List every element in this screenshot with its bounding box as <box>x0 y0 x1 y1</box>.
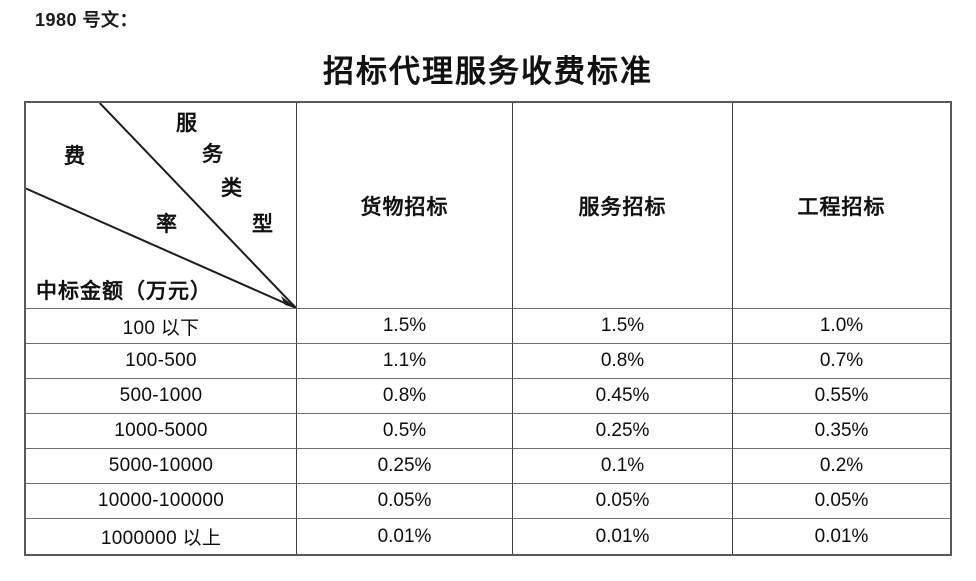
column-header-engineering: 工程招标 <box>733 103 950 309</box>
rate-cell: 0.01% <box>297 519 513 554</box>
rate-cell: 0.7% <box>733 344 950 379</box>
rate-cell: 0.01% <box>513 519 733 554</box>
column-header-services: 服务招标 <box>513 103 733 309</box>
column-header-goods: 货物招标 <box>297 103 513 309</box>
rate-cell: 0.05% <box>733 484 950 519</box>
corner-label-fee-rate-char: 费 <box>64 143 85 168</box>
rate-cell: 0.2% <box>733 449 950 484</box>
row-label-cell: 5000-10000 <box>26 449 297 484</box>
row-label-cell: 100 以下 <box>26 309 297 344</box>
rate-cell: 0.8% <box>513 344 733 379</box>
corner-label-fee-rate-char: 率 <box>156 211 177 236</box>
rate-cell: 1.5% <box>297 309 513 344</box>
rate-cell: 0.05% <box>297 484 513 519</box>
row-label-cell: 1000-5000 <box>26 414 297 449</box>
diagonal-lines-icon <box>26 103 296 308</box>
rate-cell: 0.25% <box>297 449 513 484</box>
row-label-cell: 100-500 <box>26 344 297 379</box>
rate-cell: 0.8% <box>297 379 513 414</box>
rate-cell: 0.55% <box>733 379 950 414</box>
doc-number: 1980 号文： <box>35 10 139 30</box>
row-label-cell: 1000000 以上 <box>26 519 297 554</box>
corner-label-service-type-char: 服 <box>176 110 197 135</box>
rate-cell: 1.5% <box>513 309 733 344</box>
row-label-cell: 500-1000 <box>26 379 297 414</box>
page-title: 招标代理服务收费标准 <box>323 54 653 90</box>
corner-label-service-type-char: 务 <box>202 141 223 166</box>
rate-cell: 0.01% <box>814 525 869 547</box>
rate-cell: 1.0% <box>733 309 950 344</box>
rate-cell: 0.45% <box>513 379 733 414</box>
fee-table: 服 务 类 型 费 率 中标金额（万元） 货物招标 服务招标 工程招标 100 … <box>24 101 952 556</box>
row-label-cell: 10000-100000 <box>26 484 297 519</box>
rate-cell: 0.5% <box>297 414 513 449</box>
rate-cell: 0.05% <box>513 484 733 519</box>
corner-label-service-type-char: 型 <box>252 211 273 236</box>
corner-label-bid-amount: 中标金额（万元） <box>36 278 212 303</box>
rate-cell: 0.35% <box>733 414 950 449</box>
rate-cell: 0.1% <box>513 449 733 484</box>
table-corner-cell: 服 务 类 型 费 率 中标金额（万元） <box>26 103 297 309</box>
corner-label-service-type-char: 类 <box>221 175 242 200</box>
rate-cell: 1.1% <box>297 344 513 379</box>
rate-cell: 0.25% <box>513 414 733 449</box>
